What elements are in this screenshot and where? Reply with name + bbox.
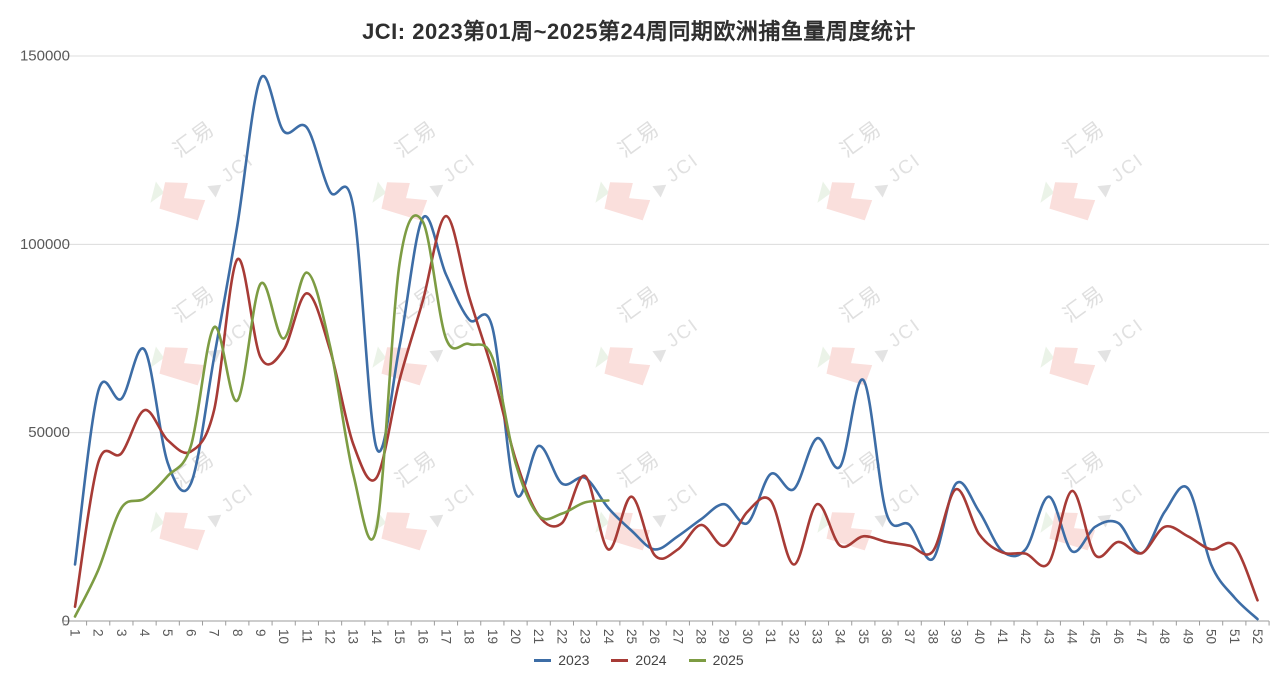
x-axis-label: 22 — [554, 629, 569, 644]
x-axis-label: 9 — [253, 629, 268, 637]
x-axis-label: 29 — [717, 629, 732, 644]
x-axis-label: 44 — [1064, 629, 1079, 645]
x-axis-label: 8 — [230, 629, 245, 637]
x-axis-label: 26 — [647, 629, 662, 644]
x-axis-label: 36 — [879, 629, 894, 644]
jci-watermark: 汇易 JCI — [124, 421, 285, 574]
legend-item-2025: 2025 — [688, 652, 744, 668]
jci-logo-icon — [159, 182, 206, 221]
x-axis-label: 17 — [438, 629, 453, 644]
legend-item-2024: 2024 — [611, 652, 667, 668]
x-axis-label: 48 — [1157, 629, 1172, 644]
jci-logo-icon — [381, 512, 428, 551]
x-axis-label: 51 — [1227, 629, 1242, 644]
x-axis-label: 28 — [694, 629, 709, 644]
x-axis-label: 24 — [601, 629, 616, 645]
legend-item-2023: 2023 — [534, 652, 589, 668]
x-axis-label: 14 — [369, 629, 384, 645]
y-axis-label: 50000 — [28, 424, 70, 441]
x-axis-label: 52 — [1250, 629, 1265, 644]
y-axis-label: 100000 — [20, 236, 70, 253]
jci-watermark: 汇易 JCI — [1014, 91, 1175, 244]
x-axis-label: 49 — [1180, 629, 1195, 644]
x-axis-label: 12 — [323, 629, 338, 644]
jci-watermark: 汇易 JCI — [569, 91, 730, 244]
x-axis-label: 1 — [68, 629, 83, 637]
jci-watermark: 汇易 JCI — [124, 91, 285, 244]
chart-title: JCI: 2023第01周~2025第24周同期欧洲捕鱼量周度统计 — [362, 19, 916, 44]
x-axis-label: 31 — [763, 629, 778, 644]
jci-logo-icon — [159, 347, 206, 386]
x-axis-label: 10 — [276, 629, 291, 644]
jci-watermark: 汇易 JCI — [791, 256, 952, 409]
jci-logo-icon — [159, 512, 206, 551]
x-axis-label: 41 — [995, 629, 1010, 644]
series-line-2023 — [73, 74, 1259, 621]
x-axis-label: 42 — [1018, 629, 1033, 644]
x-axis-label: 20 — [508, 629, 523, 644]
x-axis-label: 38 — [925, 629, 940, 644]
legend-swatch — [611, 658, 629, 662]
jci-logo-icon — [826, 347, 873, 386]
x-axis-label: 16 — [415, 629, 430, 644]
jci-watermark: 汇易 JCI — [569, 256, 730, 409]
x-axis-label: 4 — [137, 629, 152, 637]
x-axis-label: 18 — [462, 629, 477, 644]
x-axis-label: 50 — [1204, 629, 1219, 644]
x-axis-label: 33 — [809, 629, 824, 644]
x-axis-label: 15 — [392, 629, 407, 644]
x-axis-label: 3 — [114, 629, 129, 637]
x-axis-label: 19 — [485, 629, 500, 644]
x-axis-label: 37 — [902, 629, 917, 644]
jci-logo-icon — [1049, 182, 1096, 221]
x-axis-label: 34 — [833, 629, 848, 645]
y-axis-label: 150000 — [20, 48, 70, 65]
x-axis-label: 27 — [670, 629, 685, 644]
legend-swatch — [688, 658, 706, 662]
x-axis-label: 21 — [531, 629, 546, 644]
series-line-2024 — [73, 214, 1259, 608]
y-axis-label: 0 — [62, 613, 70, 630]
x-axis-label: 25 — [624, 629, 639, 644]
legend-label: 2025 — [712, 652, 744, 668]
x-axis-label: 35 — [856, 629, 871, 644]
x-axis-label: 32 — [786, 629, 801, 644]
jci-logo-icon — [381, 182, 428, 221]
x-axis-label: 43 — [1041, 629, 1056, 644]
series-line-2025 — [73, 214, 610, 618]
x-axis-label: 45 — [1088, 629, 1103, 644]
jci-logo-icon — [1049, 347, 1096, 386]
jci-watermark: 汇易 JCI — [346, 91, 507, 244]
jci-watermark: 汇易 JCI — [124, 256, 285, 409]
jci-logo-icon — [604, 182, 651, 221]
legend-swatch — [534, 658, 552, 662]
x-axis-label: 11 — [299, 629, 314, 643]
x-axis-label: 13 — [346, 629, 361, 644]
x-axis-label: 40 — [972, 629, 987, 644]
jci-watermark: 汇易 JCI — [346, 421, 507, 574]
jci-watermark: 汇易 JCI — [1014, 256, 1175, 409]
x-axis-label: 39 — [949, 629, 964, 644]
x-axis-label: 30 — [740, 629, 755, 644]
legend-label: 2024 — [635, 652, 667, 668]
jci-logo-icon — [604, 347, 651, 386]
chart-legend: 2023 2024 2025 — [0, 652, 1278, 668]
x-axis-label: 47 — [1134, 629, 1149, 644]
jci-logo-icon — [826, 182, 873, 221]
x-axis-label: 46 — [1111, 629, 1126, 644]
legend-label: 2023 — [558, 652, 590, 668]
x-axis-label: 7 — [207, 629, 222, 637]
x-axis-label: 2 — [91, 629, 106, 637]
jci-watermark: 汇易 JCI — [791, 91, 952, 244]
x-axis-label: 23 — [578, 629, 593, 644]
x-axis-label: 5 — [160, 629, 175, 637]
x-axis-label: 6 — [183, 629, 198, 637]
